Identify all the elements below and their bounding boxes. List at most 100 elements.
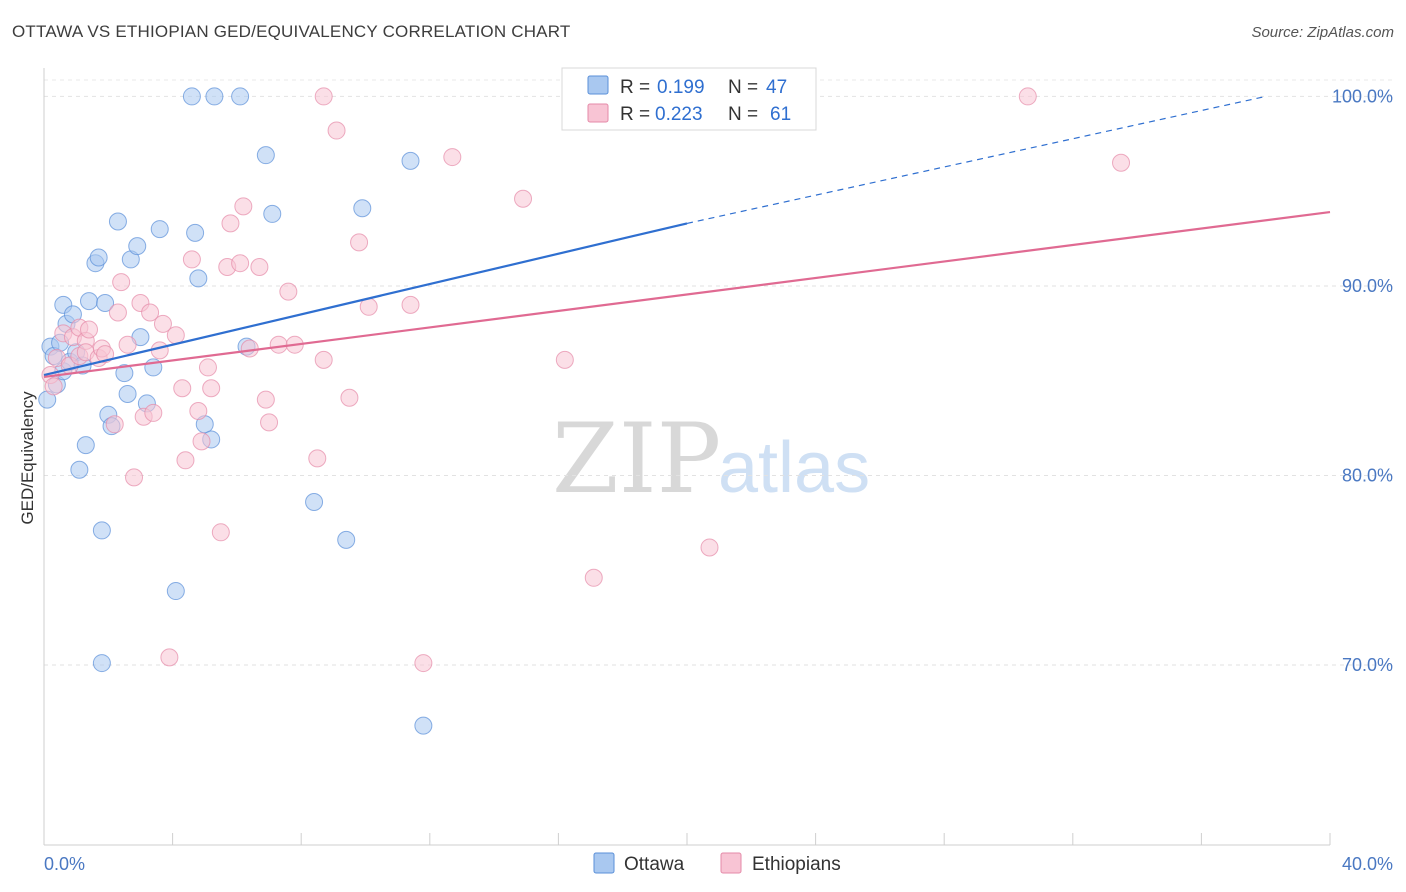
y-tick-label-90: 90.0%	[1342, 276, 1393, 296]
ottawa-point	[96, 293, 115, 312]
ottawa-point	[189, 269, 208, 288]
ottawa-point	[150, 220, 169, 239]
ottawa-point	[128, 237, 147, 256]
y-tick-label-80: 80.0%	[1342, 465, 1393, 485]
legend-swatch-ethiopians	[587, 103, 609, 123]
ethiopians-point	[401, 295, 420, 314]
ethiopians-point	[443, 148, 462, 167]
series-legend-swatch-ottawa	[593, 852, 615, 874]
ottawa-point	[263, 204, 282, 223]
ethiopians-point	[514, 189, 533, 208]
series-legend-label-ethiopians: Ethiopians	[752, 854, 841, 875]
ottawa-point	[92, 521, 111, 540]
ethiopians-point	[153, 314, 172, 333]
series-legend: Ottawa Ethiopians	[593, 852, 841, 875]
legend-r-value-ottawa: 0.199	[657, 77, 705, 98]
ethiopians-point	[96, 345, 115, 364]
ottawa-point	[115, 364, 134, 383]
ottawa-point	[80, 292, 99, 311]
ethiopians-point	[166, 326, 185, 345]
ethiopians-point	[350, 233, 369, 252]
legend-n-value-ethiopians: 61	[770, 104, 791, 125]
y-tick-labels: 70.0% 80.0% 90.0% 100.0%	[1332, 86, 1393, 675]
ethiopians-point	[314, 350, 333, 369]
ethiopians-point	[414, 654, 433, 673]
series-legend-swatch-ethiopians	[720, 852, 742, 874]
ethiopians-point	[221, 214, 240, 233]
ottawa-point	[166, 582, 185, 601]
ottawa-point	[186, 223, 205, 242]
ethiopians-point	[112, 273, 131, 292]
legend-n-value-ottawa: 47	[766, 77, 787, 98]
watermark-atlas: atlas	[718, 428, 870, 508]
ethiopians-point	[108, 303, 127, 322]
ethiopians-point	[1112, 153, 1131, 172]
ottawa-point	[353, 199, 372, 218]
ethiopians-point	[105, 415, 124, 434]
y-axis-label: GED/Equivalency	[18, 391, 37, 525]
ethiopians-point	[340, 388, 359, 407]
ethiopians-point	[118, 335, 137, 354]
ottawa-point	[305, 492, 324, 511]
y-tick-label-70: 70.0%	[1342, 655, 1393, 675]
trend-lines	[43, 95, 1331, 378]
ottawa-point	[118, 384, 137, 403]
legend-r-value-ethiopians: 0.223	[655, 104, 703, 125]
y-tick-label-100: 100.0%	[1332, 86, 1393, 106]
x-tick-marks	[43, 833, 1331, 845]
ethiopians-point	[555, 350, 574, 369]
ethiopians-point	[308, 449, 327, 468]
ethiopians-point	[256, 390, 275, 409]
ethiopians-point	[269, 335, 288, 354]
ethiopians-point	[314, 87, 333, 106]
ethiopians-point	[231, 254, 250, 273]
ottawa-point	[256, 146, 275, 165]
ethiopians-point	[240, 339, 259, 358]
ethiopians-point	[189, 402, 208, 421]
ottawa-point	[76, 436, 95, 455]
ethiopians-point	[44, 377, 63, 396]
ottawa-trend-line	[43, 222, 688, 377]
ottawa-point	[414, 716, 433, 735]
stats-legend: R = 0.199 N = 47 R = 0.223 N = 61	[561, 67, 817, 131]
ethiopians-point	[279, 282, 298, 301]
legend-swatch-ottawa	[587, 75, 609, 95]
ethiopians-point	[160, 648, 179, 667]
ethiopians-point	[1018, 87, 1037, 106]
ethiopians-point	[584, 568, 603, 587]
x-tick-label-max: 40.0%	[1342, 854, 1393, 874]
ottawa-point	[205, 87, 224, 106]
ottawa-point	[401, 151, 420, 170]
ethiopians-point	[234, 197, 253, 216]
ethiopians-point	[260, 413, 279, 432]
ethiopians-point	[176, 451, 195, 470]
ethiopians-point	[198, 358, 217, 377]
ethiopians-point	[192, 432, 211, 451]
ethiopians-point	[141, 303, 160, 322]
ottawa-point	[231, 87, 250, 106]
ottawa-point	[182, 87, 201, 106]
ethiopians-point	[250, 257, 269, 276]
series-legend-label-ottawa: Ottawa	[624, 854, 685, 875]
ottawa-point	[70, 460, 89, 479]
ethiopians-point	[80, 320, 99, 339]
ethiopians-point	[182, 250, 201, 269]
ethiopians-trend-line	[43, 210, 1331, 378]
ethiopians-point	[173, 379, 192, 398]
ottawa-point	[89, 248, 108, 267]
ethiopians-point	[144, 403, 163, 422]
chart-title: OTTAWA VS ETHIOPIAN GED/EQUIVALENCY CORR…	[12, 22, 571, 41]
legend-r-label-ottawa: R =	[620, 77, 650, 98]
legend-r-label-ethiopians: R =	[620, 104, 650, 125]
ethiopians-point	[202, 379, 221, 398]
ethiopians-point	[327, 121, 346, 140]
ottawa-point	[108, 212, 127, 231]
x-tick-label-min: 0.0%	[44, 854, 85, 874]
ottawa-point	[92, 654, 111, 673]
legend-n-label-ethiopians: N =	[728, 104, 758, 125]
legend-n-label-ottawa: N =	[728, 77, 758, 98]
ethiopians-point	[700, 538, 719, 557]
source-label: Source: ZipAtlas.com	[1251, 24, 1394, 41]
ethiopians-point	[211, 523, 230, 542]
